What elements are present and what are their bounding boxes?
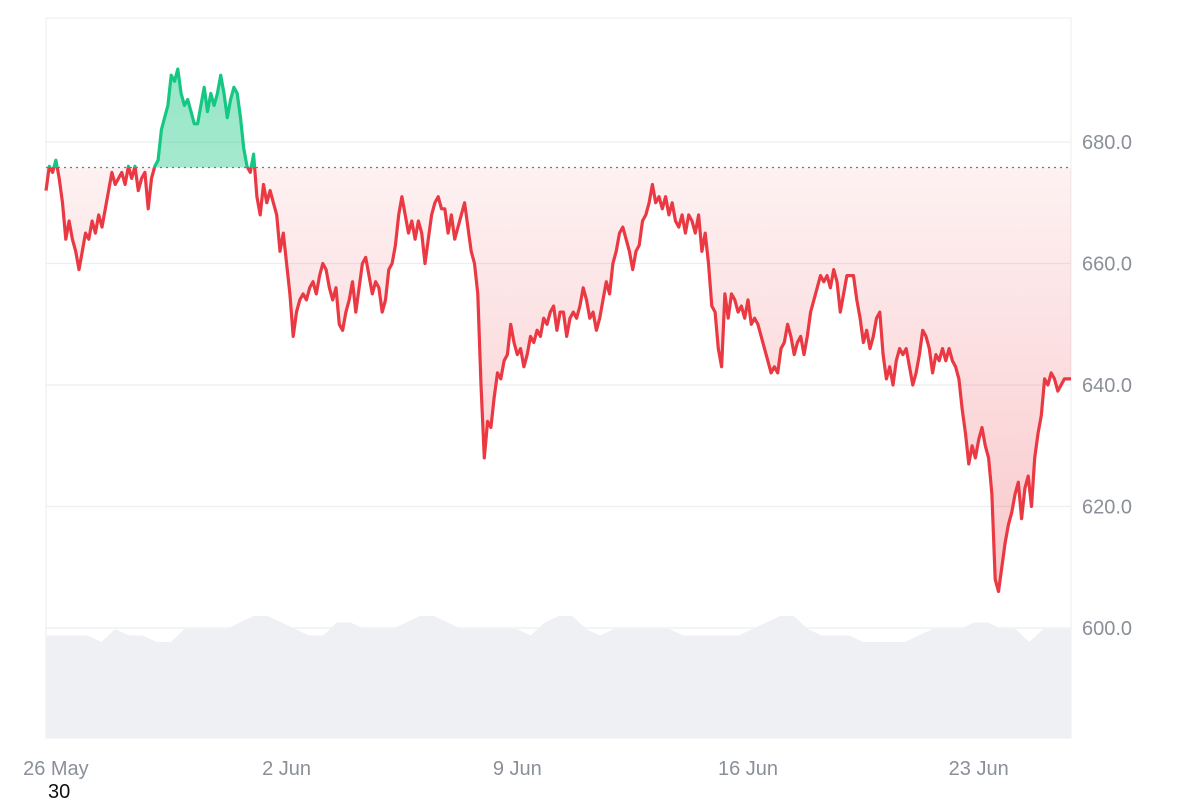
y-axis-labels: 600.0 620.0 640.0 660.0 680.0 [1082, 132, 1132, 640]
footer-text: 30 [48, 781, 71, 803]
price-line [44, 67, 1071, 594]
x-axis-labels: 26 May 2 Jun 9 Jun 16 Jun 23 Jun [23, 758, 1009, 780]
x-tick-label: 26 May [23, 758, 89, 780]
x-tick-label: 23 Jun [949, 758, 1009, 780]
price-area [46, 69, 1071, 592]
volume-fill [46, 616, 1071, 738]
x-tick-label: 16 Jun [718, 758, 778, 780]
volume-area [46, 616, 1071, 738]
y-tick-label: 600.0 [1082, 618, 1132, 640]
x-tick-label: 2 Jun [262, 758, 311, 780]
y-tick-label: 660.0 [1082, 254, 1132, 276]
y-tick-label: 640.0 [1082, 375, 1132, 397]
y-tick-label: 680.0 [1082, 132, 1132, 154]
y-tick-label: 620.0 [1082, 497, 1132, 519]
x-tick-label: 9 Jun [493, 758, 542, 780]
area-below-baseline [46, 167, 1071, 592]
line-below-baseline [44, 167, 1071, 594]
line-above-baseline [47, 67, 257, 168]
